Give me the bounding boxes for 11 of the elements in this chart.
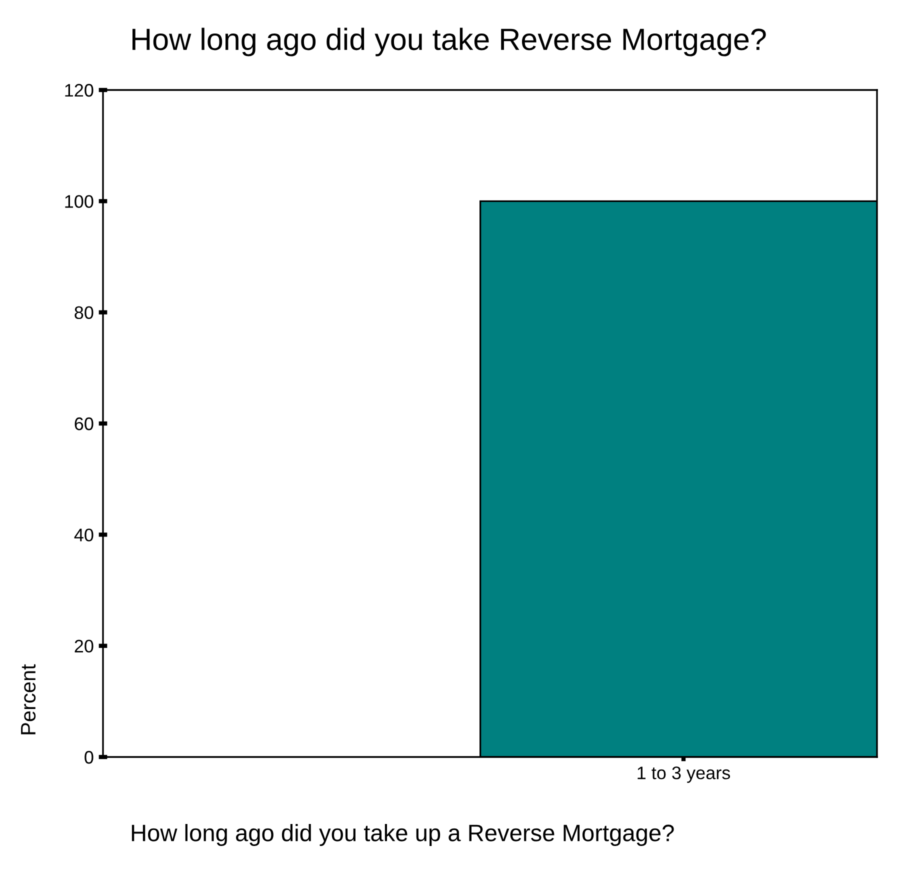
y-tick-label: 80 — [74, 306, 94, 320]
x-tick-label: 1 to 3 years — [638, 766, 730, 783]
x-axis-title: How long ago did you take up a Reverse Mortgage? — [132, 824, 674, 846]
y-axis-title: Percent — [21, 664, 36, 734]
y-tick-label: 60 — [74, 417, 94, 430]
y-tick-label: 120 — [65, 84, 94, 97]
y-tick-label: 0 — [84, 750, 94, 764]
y-tick-label: 100 — [65, 195, 94, 208]
y-tick-label: 20 — [74, 640, 94, 653]
y-tick-label: 40 — [74, 528, 94, 542]
chart-title: How long ago did you take Reverse Mortgage? — [132, 28, 766, 56]
